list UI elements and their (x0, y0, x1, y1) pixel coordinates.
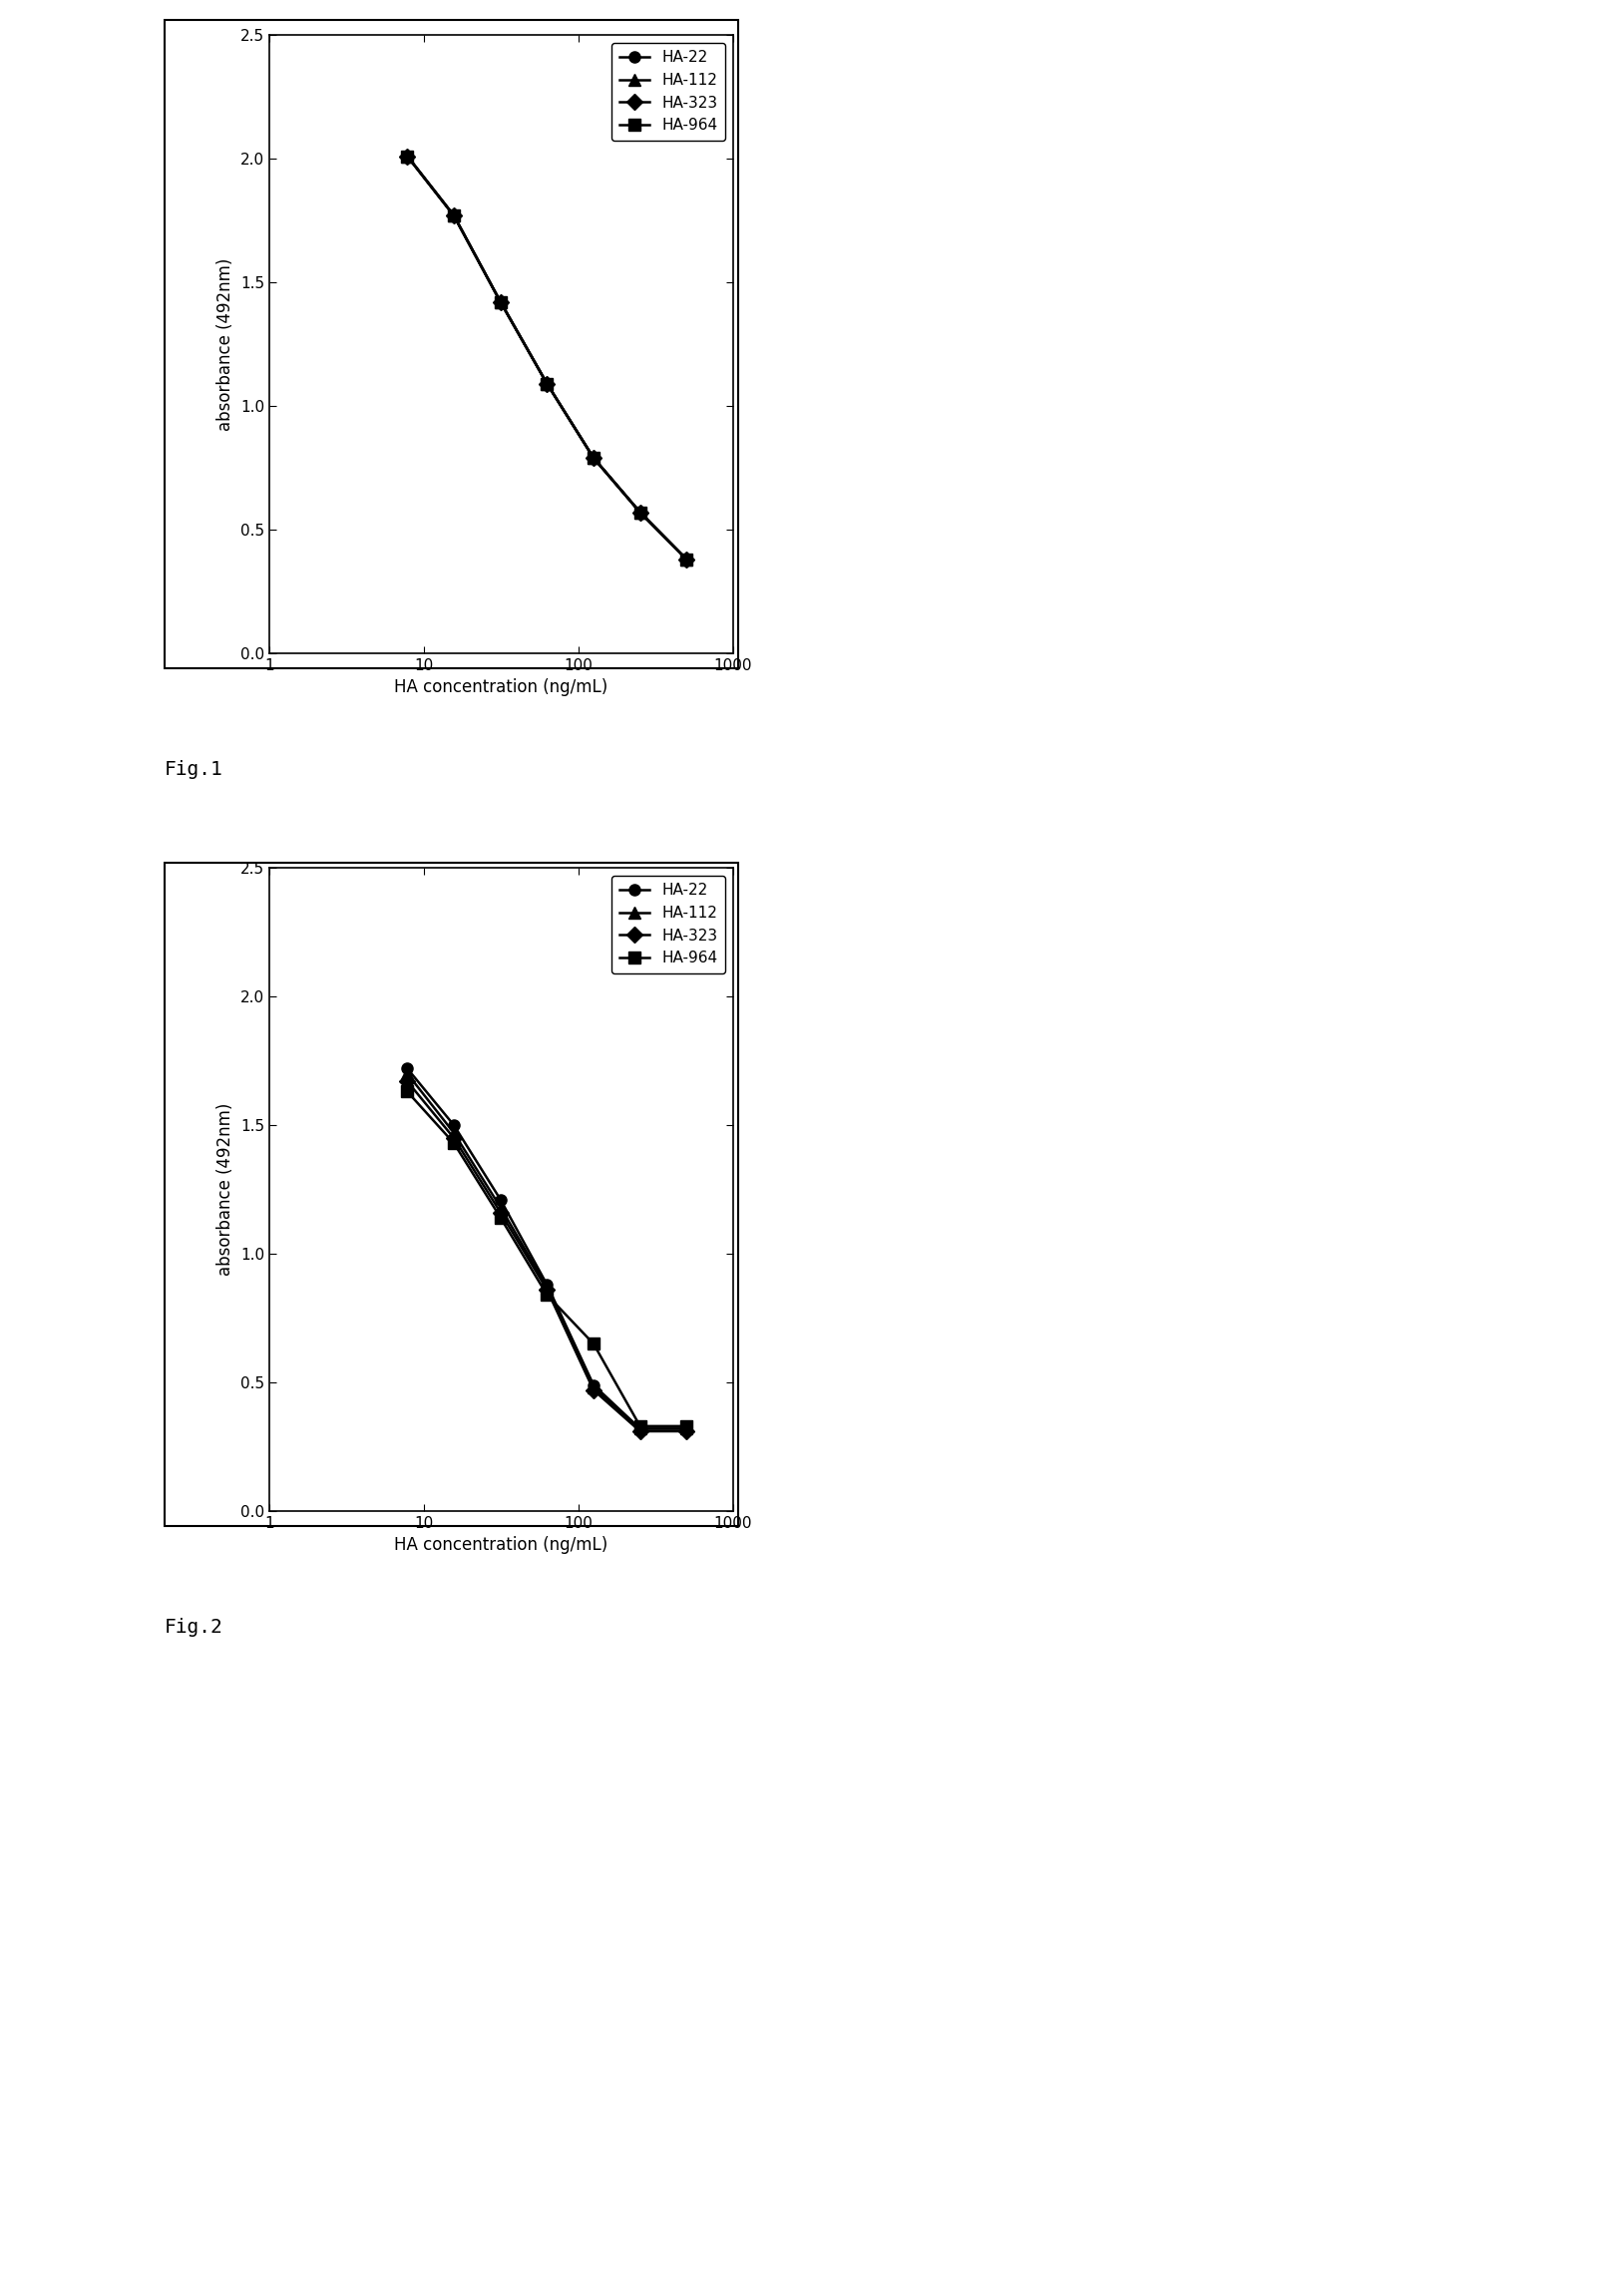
HA-964 (677, 546, 696, 574)
HA-112 (398, 142, 418, 170)
HA-964 (630, 1412, 650, 1440)
Y-axis label: absorbance (492nm): absorbance (492nm) (218, 257, 235, 432)
Line: HA-323: HA-323 (402, 152, 693, 565)
Y-axis label: absorbance (492nm): absorbance (492nm) (218, 1102, 235, 1277)
Line: HA-22: HA-22 (402, 152, 693, 565)
X-axis label: HA concentration (ng/mL): HA concentration (ng/mL) (394, 680, 608, 696)
HA-323 (630, 498, 650, 526)
Text: Fig.1: Fig.1 (165, 760, 222, 778)
HA-323 (677, 546, 696, 574)
Line: HA-964: HA-964 (402, 1086, 693, 1433)
HA-112 (491, 1194, 510, 1221)
HA-964 (445, 1130, 464, 1157)
Text: Fig.2: Fig.2 (165, 1619, 222, 1637)
HA-323 (630, 1417, 650, 1444)
HA-323 (538, 1277, 557, 1304)
Line: HA-22: HA-22 (402, 1063, 693, 1435)
HA-112 (677, 546, 696, 574)
HA-112 (584, 443, 603, 471)
HA-964 (491, 289, 510, 317)
HA-964 (584, 1329, 603, 1357)
HA-964 (630, 498, 650, 526)
HA-112 (538, 370, 557, 397)
HA-22 (584, 1371, 603, 1398)
HA-323 (538, 370, 557, 397)
HA-112 (677, 1414, 696, 1442)
HA-22 (491, 1187, 510, 1215)
HA-323 (584, 1375, 603, 1403)
HA-112 (445, 202, 464, 230)
HA-323 (491, 289, 510, 317)
HA-323 (584, 443, 603, 471)
HA-112 (398, 1061, 418, 1088)
HA-964 (491, 1203, 510, 1231)
HA-964 (584, 443, 603, 471)
HA-323 (677, 1417, 696, 1444)
HA-22 (630, 1414, 650, 1442)
HA-22 (584, 443, 603, 471)
HA-323 (398, 1068, 418, 1095)
X-axis label: HA concentration (ng/mL): HA concentration (ng/mL) (394, 1536, 608, 1554)
Legend: HA-22, HA-112, HA-323, HA-964: HA-22, HA-112, HA-323, HA-964 (611, 875, 725, 974)
HA-112 (538, 1274, 557, 1302)
HA-964 (398, 142, 418, 170)
HA-964 (398, 1077, 418, 1104)
HA-112 (584, 1373, 603, 1401)
HA-964 (538, 1281, 557, 1309)
HA-964 (538, 370, 557, 397)
HA-22 (630, 498, 650, 526)
HA-22 (445, 1111, 464, 1139)
Line: HA-323: HA-323 (402, 1077, 693, 1437)
HA-323 (445, 1125, 464, 1153)
HA-112 (630, 498, 650, 526)
HA-22 (538, 370, 557, 397)
HA-22 (398, 142, 418, 170)
HA-22 (677, 1414, 696, 1442)
Legend: HA-22, HA-112, HA-323, HA-964: HA-22, HA-112, HA-323, HA-964 (611, 44, 725, 140)
HA-323 (398, 142, 418, 170)
HA-112 (445, 1118, 464, 1146)
HA-112 (630, 1414, 650, 1442)
HA-323 (445, 202, 464, 230)
HA-22 (538, 1270, 557, 1297)
HA-112 (491, 289, 510, 317)
Line: HA-112: HA-112 (402, 1068, 693, 1435)
HA-964 (445, 202, 464, 230)
Line: HA-112: HA-112 (402, 152, 693, 565)
Line: HA-964: HA-964 (402, 152, 693, 565)
HA-22 (445, 202, 464, 230)
HA-22 (491, 289, 510, 317)
HA-323 (491, 1199, 510, 1226)
HA-964 (677, 1412, 696, 1440)
HA-22 (677, 546, 696, 574)
HA-22 (398, 1054, 418, 1081)
